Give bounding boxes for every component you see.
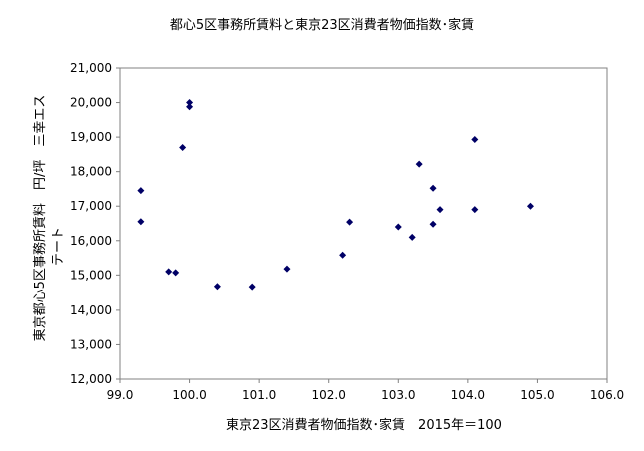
data-point (429, 220, 437, 228)
data-point (408, 233, 416, 241)
x-axis-title: 東京23区消費者物価指数･家賃 2015年＝100 (226, 417, 502, 433)
y-tick-label: 15,000 (70, 268, 112, 282)
data-point (186, 99, 194, 107)
data-points (137, 99, 534, 291)
y-tick-label: 17,000 (70, 199, 112, 213)
y-tick-label: 12,000 (70, 372, 112, 386)
data-point (179, 143, 187, 151)
x-tick-label: 105.0 (520, 388, 554, 402)
data-point (213, 283, 221, 291)
x-tick-label: 106.0 (590, 388, 624, 402)
y-tick-label: 18,000 (70, 165, 112, 179)
x-tick-label: 102.0 (312, 388, 346, 402)
x-axis: 99.0 100.0 101.0 102.0 103.0 104.0 105.0 106.0 (107, 379, 624, 402)
y-tick-label: 20,000 (70, 96, 112, 110)
data-point (394, 223, 402, 231)
data-point (186, 103, 194, 111)
data-point (137, 187, 145, 195)
plot-area (119, 67, 608, 380)
data-point (137, 218, 145, 226)
data-point (471, 206, 479, 214)
data-point (346, 218, 354, 226)
x-tick-label: 100.0 (172, 388, 206, 402)
x-tick-label: 104.0 (451, 388, 485, 402)
data-point (165, 268, 173, 276)
data-point (471, 136, 479, 144)
data-point (283, 265, 291, 273)
x-tick-label: 101.0 (242, 388, 276, 402)
x-tick-label: 99.0 (107, 388, 134, 402)
chart-title: 都心5区事務所賃料と東京23区消費者物価指数･家賃 (170, 17, 474, 33)
y-axis-title-line1: 東京都心5区事務所賃料 円/坪 三幸エス (32, 95, 48, 342)
data-point (248, 283, 256, 291)
y-axis: 12,000 13,000 14,000 15,000 16,000 17,000 18,0… (70, 61, 120, 386)
data-point (172, 269, 180, 277)
x-tick-label: 103.0 (381, 388, 415, 402)
data-point (415, 160, 423, 168)
y-tick-label: 16,000 (70, 234, 112, 248)
y-axis-title-line2: テート (51, 227, 66, 266)
y-tick-label: 19,000 (70, 130, 112, 144)
y-tick-label: 13,000 (70, 337, 112, 351)
y-tick-label: 21,000 (70, 61, 112, 75)
y-tick-label: 14,000 (70, 303, 112, 317)
data-point (429, 184, 437, 192)
data-point (339, 251, 347, 259)
data-point (436, 206, 444, 214)
data-point (526, 202, 534, 210)
